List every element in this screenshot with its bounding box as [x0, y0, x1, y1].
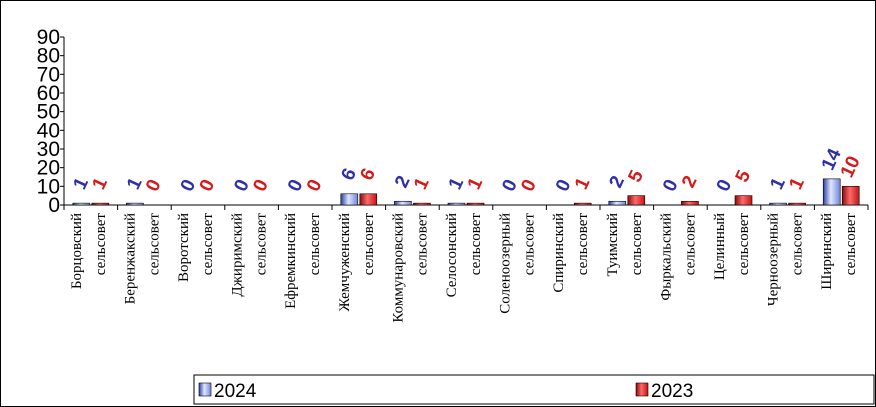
x-category-label: Соленоозерный: [498, 213, 514, 314]
y-tick-label: 0: [48, 194, 60, 217]
bar-2024-0: [72, 202, 91, 206]
x-category-label: Ефремкинский: [283, 213, 299, 309]
bar-2023-10: [627, 195, 646, 206]
x-axis-categories: Борцовский сельсовет Беренжакский сельсовет…: [69, 213, 859, 323]
x-category-label: сельсовет: [307, 213, 323, 276]
x-category-label: сельсовет: [843, 213, 859, 276]
data-label-2023-0: 1: [89, 174, 113, 193]
x-category-label: сельсовет: [522, 213, 538, 276]
bar-2024-13: [769, 202, 787, 206]
x-category-label: Коммунаровский: [390, 213, 406, 323]
legend-box: [193, 374, 875, 405]
legend-swatch-2024: [198, 382, 212, 397]
x-category-label: Туимский: [605, 213, 621, 276]
data-label-2023-4: 0: [303, 176, 327, 194]
x-category-label: сельсовет: [790, 213, 806, 276]
bar-2024-10: [608, 200, 627, 206]
bar-2023-5: [359, 193, 378, 206]
bar-2024-6: [394, 200, 412, 206]
bar-2023-0: [91, 202, 110, 206]
legend-label-2023: 2023: [651, 381, 693, 402]
x-category-label: сельсовет: [468, 213, 484, 276]
x-category-label: сельсовет: [254, 213, 270, 276]
y-tick-label: 80: [37, 45, 60, 68]
x-category-label: Жемчуженский: [337, 213, 353, 312]
x-category-label: Спиринский: [551, 213, 567, 293]
x-category-label: Джиримский: [230, 213, 246, 297]
y-tick-label: 10: [37, 175, 60, 198]
x-category-label: Ширинский: [819, 213, 835, 290]
data-label-2024-12: 0: [713, 176, 737, 194]
data-label-2023-12: 5: [732, 167, 756, 186]
legend-swatch-2023: [635, 382, 649, 397]
x-category-label: сельсовет: [93, 213, 109, 276]
x-category-label: сельсовет: [146, 213, 162, 276]
bar-2024-7: [447, 202, 466, 206]
x-category-label: сельсовет: [575, 213, 591, 276]
y-tick-label: 50: [37, 101, 60, 124]
data-label-2023-9: 1: [571, 174, 595, 193]
x-category-label: сельсовет: [682, 213, 698, 276]
data-label-2023-5: 6: [357, 165, 381, 183]
x-category-label: Целинный: [712, 213, 728, 280]
bar-2024-5: [340, 193, 359, 206]
data-label-2023-8: 0: [517, 176, 541, 194]
x-category-label: Фыркальский: [658, 213, 674, 301]
bar-2024-14: [822, 178, 841, 206]
x-category-label: Черноозерный: [766, 213, 782, 306]
bar-2023-14: [841, 186, 860, 206]
y-tick-label: 40: [37, 119, 60, 142]
x-category-label: сельсовет: [200, 213, 216, 276]
data-label-2023-11: 2: [678, 173, 702, 191]
x-category-label: Селосонский: [444, 213, 460, 297]
y-tick-label: 90: [37, 26, 60, 49]
x-category-label: сельсовет: [361, 213, 377, 276]
x-category-label: Беренжакский: [122, 213, 138, 304]
data-label-2023-3: 0: [249, 176, 273, 194]
data-label-2023-13: 1: [785, 174, 809, 193]
x-category-label: сельсовет: [629, 213, 645, 276]
legend: 2024 2023: [193, 374, 875, 405]
y-tick-label: 70: [37, 63, 60, 86]
bar-2023-13: [788, 202, 806, 206]
x-category-label: Воротский: [176, 213, 192, 282]
y-tick-label: 30: [37, 138, 60, 161]
data-label-2023-2: 0: [196, 176, 220, 194]
x-category-label: Борцовский: [69, 213, 85, 289]
bar-2023-12: [734, 195, 753, 206]
x-category-label: сельсовет: [736, 213, 752, 276]
bar-2023-7: [466, 202, 485, 206]
bars: [72, 178, 860, 206]
bar-2023-9: [573, 202, 592, 206]
bar-2023-11: [681, 200, 699, 206]
x-category-label: сельсовет: [414, 213, 430, 276]
data-label-2023-1: 0: [142, 176, 166, 194]
bar-2023-6: [413, 202, 431, 206]
y-tick-label: 20: [37, 157, 60, 180]
y-tick-label: 60: [37, 82, 60, 105]
data-label-2023-6: 1: [410, 174, 434, 193]
data-label-2023-7: 1: [464, 174, 488, 193]
bar-2024-1: [126, 202, 144, 206]
legend-label-2024: 2024: [214, 381, 257, 402]
